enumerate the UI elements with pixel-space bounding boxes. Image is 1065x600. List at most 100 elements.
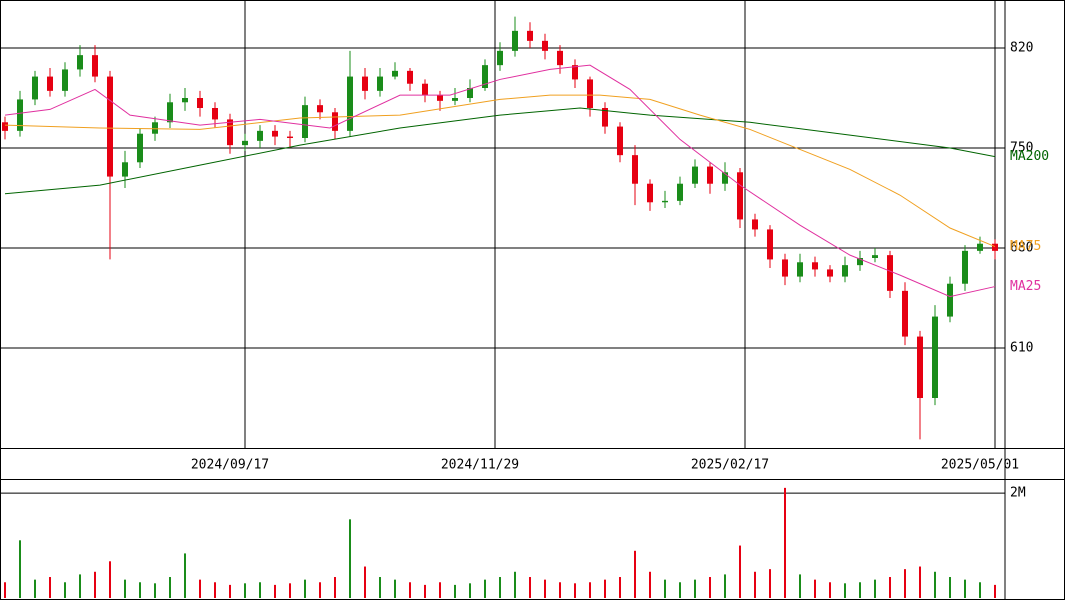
x-tick-label: 2024/09/17 bbox=[191, 458, 269, 473]
y-tick-label: 680 bbox=[1010, 241, 1033, 256]
candle-body bbox=[302, 105, 308, 138]
candle-body bbox=[407, 70, 413, 84]
candle-body bbox=[962, 250, 968, 284]
volume-bar bbox=[889, 577, 891, 598]
volume-bar bbox=[349, 519, 351, 598]
volume-bar bbox=[619, 577, 621, 598]
candle-body bbox=[317, 105, 323, 113]
volume-bar bbox=[289, 583, 291, 598]
volume-bar bbox=[304, 579, 306, 598]
volume-bar bbox=[469, 583, 471, 598]
volume-bar bbox=[739, 545, 741, 598]
volume-bar bbox=[64, 582, 66, 598]
candle-body bbox=[722, 172, 728, 184]
volume-bar bbox=[919, 566, 921, 598]
candle-body bbox=[632, 155, 638, 184]
volume-bar bbox=[964, 579, 966, 598]
candle-body bbox=[182, 98, 188, 103]
candle-body bbox=[932, 316, 938, 398]
volume-bar bbox=[484, 579, 486, 598]
volume-bar bbox=[634, 550, 636, 598]
volume-bar bbox=[499, 577, 501, 598]
volume-bar bbox=[124, 579, 126, 598]
candle-body bbox=[347, 76, 353, 131]
volume-bar bbox=[229, 584, 231, 598]
candle-body bbox=[857, 258, 863, 266]
volume-bar bbox=[859, 582, 861, 598]
candle-body bbox=[197, 98, 203, 108]
candle-body bbox=[812, 262, 818, 270]
candle-body bbox=[602, 108, 608, 127]
candle-body bbox=[242, 140, 248, 146]
volume-bar bbox=[574, 583, 576, 598]
volume-bar bbox=[874, 579, 876, 598]
volume-bar bbox=[394, 579, 396, 598]
candle-body bbox=[122, 162, 128, 177]
volume-bar bbox=[319, 582, 321, 598]
volume-bar bbox=[199, 579, 201, 598]
candle-body bbox=[617, 126, 623, 156]
candle-body bbox=[422, 83, 428, 96]
x-tick-label: 2025/05/01 bbox=[941, 458, 1019, 473]
candle-body bbox=[437, 95, 443, 101]
volume-bar bbox=[379, 577, 381, 598]
candle-body bbox=[977, 243, 983, 251]
volume-bar bbox=[724, 574, 726, 598]
volume-bar bbox=[679, 582, 681, 598]
candle-body bbox=[902, 290, 908, 337]
volume-bar bbox=[439, 582, 441, 598]
volume-bar bbox=[49, 577, 51, 598]
volume-bar bbox=[409, 582, 411, 598]
volume-bar bbox=[664, 579, 666, 598]
volume-bar bbox=[994, 584, 996, 598]
volume-bar bbox=[754, 571, 756, 598]
volume-bar bbox=[649, 571, 651, 598]
volume-bar bbox=[904, 569, 906, 598]
volume-bar bbox=[334, 577, 336, 598]
volume-bar bbox=[814, 579, 816, 598]
candle-body bbox=[947, 283, 953, 317]
volume-bar bbox=[709, 577, 711, 598]
volume-bar bbox=[769, 569, 771, 598]
volume-bar bbox=[829, 582, 831, 598]
volume-bar bbox=[979, 582, 981, 598]
candle-body bbox=[227, 119, 233, 146]
candle-body bbox=[287, 136, 293, 138]
candle-body bbox=[782, 259, 788, 277]
x-tick-label: 2025/02/17 bbox=[691, 458, 769, 473]
legend-label: MA75 bbox=[1010, 239, 1041, 254]
candle-body bbox=[842, 265, 848, 277]
candle-body bbox=[872, 255, 878, 258]
volume-bar bbox=[514, 571, 516, 598]
moving-average bbox=[4, 64, 996, 298]
volume-bar bbox=[799, 574, 801, 598]
candle-body bbox=[887, 255, 893, 291]
candle-body bbox=[137, 133, 143, 163]
candle-body bbox=[362, 76, 368, 91]
volume-bar bbox=[109, 561, 111, 598]
x-tick-label: 2024/11/29 bbox=[441, 458, 519, 473]
candle-body bbox=[767, 229, 773, 260]
legend-label: MA200 bbox=[1010, 149, 1049, 164]
candle-body bbox=[542, 40, 548, 51]
candle-body bbox=[512, 30, 518, 51]
volume-bar bbox=[529, 577, 531, 598]
volume-bar bbox=[589, 582, 591, 598]
y-tick-label: 2M bbox=[1010, 486, 1026, 501]
candle-body bbox=[482, 65, 488, 88]
volume-bar bbox=[154, 583, 156, 598]
volume-bar bbox=[694, 579, 696, 598]
volume-bar bbox=[454, 584, 456, 598]
candle-body bbox=[332, 112, 338, 131]
volume-bar bbox=[949, 577, 951, 598]
legend-label: MA25 bbox=[1010, 279, 1041, 294]
candle-body bbox=[152, 122, 158, 134]
candle-body bbox=[392, 70, 398, 77]
candle-body bbox=[572, 65, 578, 80]
candle-body bbox=[797, 262, 803, 277]
candle-body bbox=[2, 122, 8, 131]
candle-body bbox=[587, 79, 593, 108]
candle-body bbox=[167, 102, 173, 123]
candle-body bbox=[17, 99, 23, 131]
